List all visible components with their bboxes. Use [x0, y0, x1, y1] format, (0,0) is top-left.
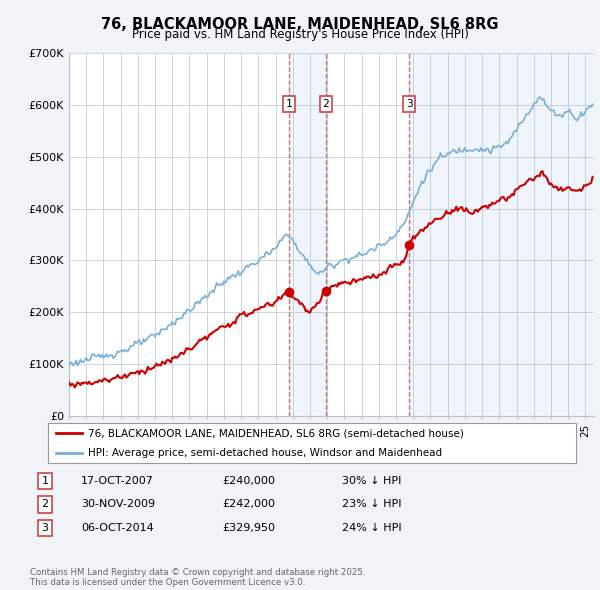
Text: 23% ↓ HPI: 23% ↓ HPI	[342, 500, 401, 509]
Text: 76, BLACKAMOOR LANE, MAIDENHEAD, SL6 8RG: 76, BLACKAMOOR LANE, MAIDENHEAD, SL6 8RG	[101, 17, 499, 31]
Text: 3: 3	[406, 99, 413, 109]
Text: £240,000: £240,000	[222, 476, 275, 486]
Text: 24% ↓ HPI: 24% ↓ HPI	[342, 523, 401, 533]
Text: £242,000: £242,000	[222, 500, 275, 509]
Text: 1: 1	[41, 476, 49, 486]
Text: HPI: Average price, semi-detached house, Windsor and Maidenhead: HPI: Average price, semi-detached house,…	[88, 448, 442, 458]
Text: 2: 2	[322, 99, 329, 109]
Text: 2: 2	[41, 500, 49, 509]
Text: 30% ↓ HPI: 30% ↓ HPI	[342, 476, 401, 486]
Text: £329,950: £329,950	[222, 523, 275, 533]
Text: 3: 3	[41, 523, 49, 533]
Text: 06-OCT-2014: 06-OCT-2014	[81, 523, 154, 533]
Text: Price paid vs. HM Land Registry's House Price Index (HPI): Price paid vs. HM Land Registry's House …	[131, 28, 469, 41]
Bar	[289, 53, 326, 416]
Text: 30-NOV-2009: 30-NOV-2009	[81, 500, 155, 509]
Text: 76, BLACKAMOOR LANE, MAIDENHEAD, SL6 8RG (semi-detached house): 76, BLACKAMOOR LANE, MAIDENHEAD, SL6 8RG…	[88, 428, 463, 438]
Text: 17-OCT-2007: 17-OCT-2007	[81, 476, 154, 486]
Text: Contains HM Land Registry data © Crown copyright and database right 2025.
This d: Contains HM Land Registry data © Crown c…	[30, 568, 365, 587]
Text: 1: 1	[286, 99, 293, 109]
Bar	[409, 53, 594, 416]
